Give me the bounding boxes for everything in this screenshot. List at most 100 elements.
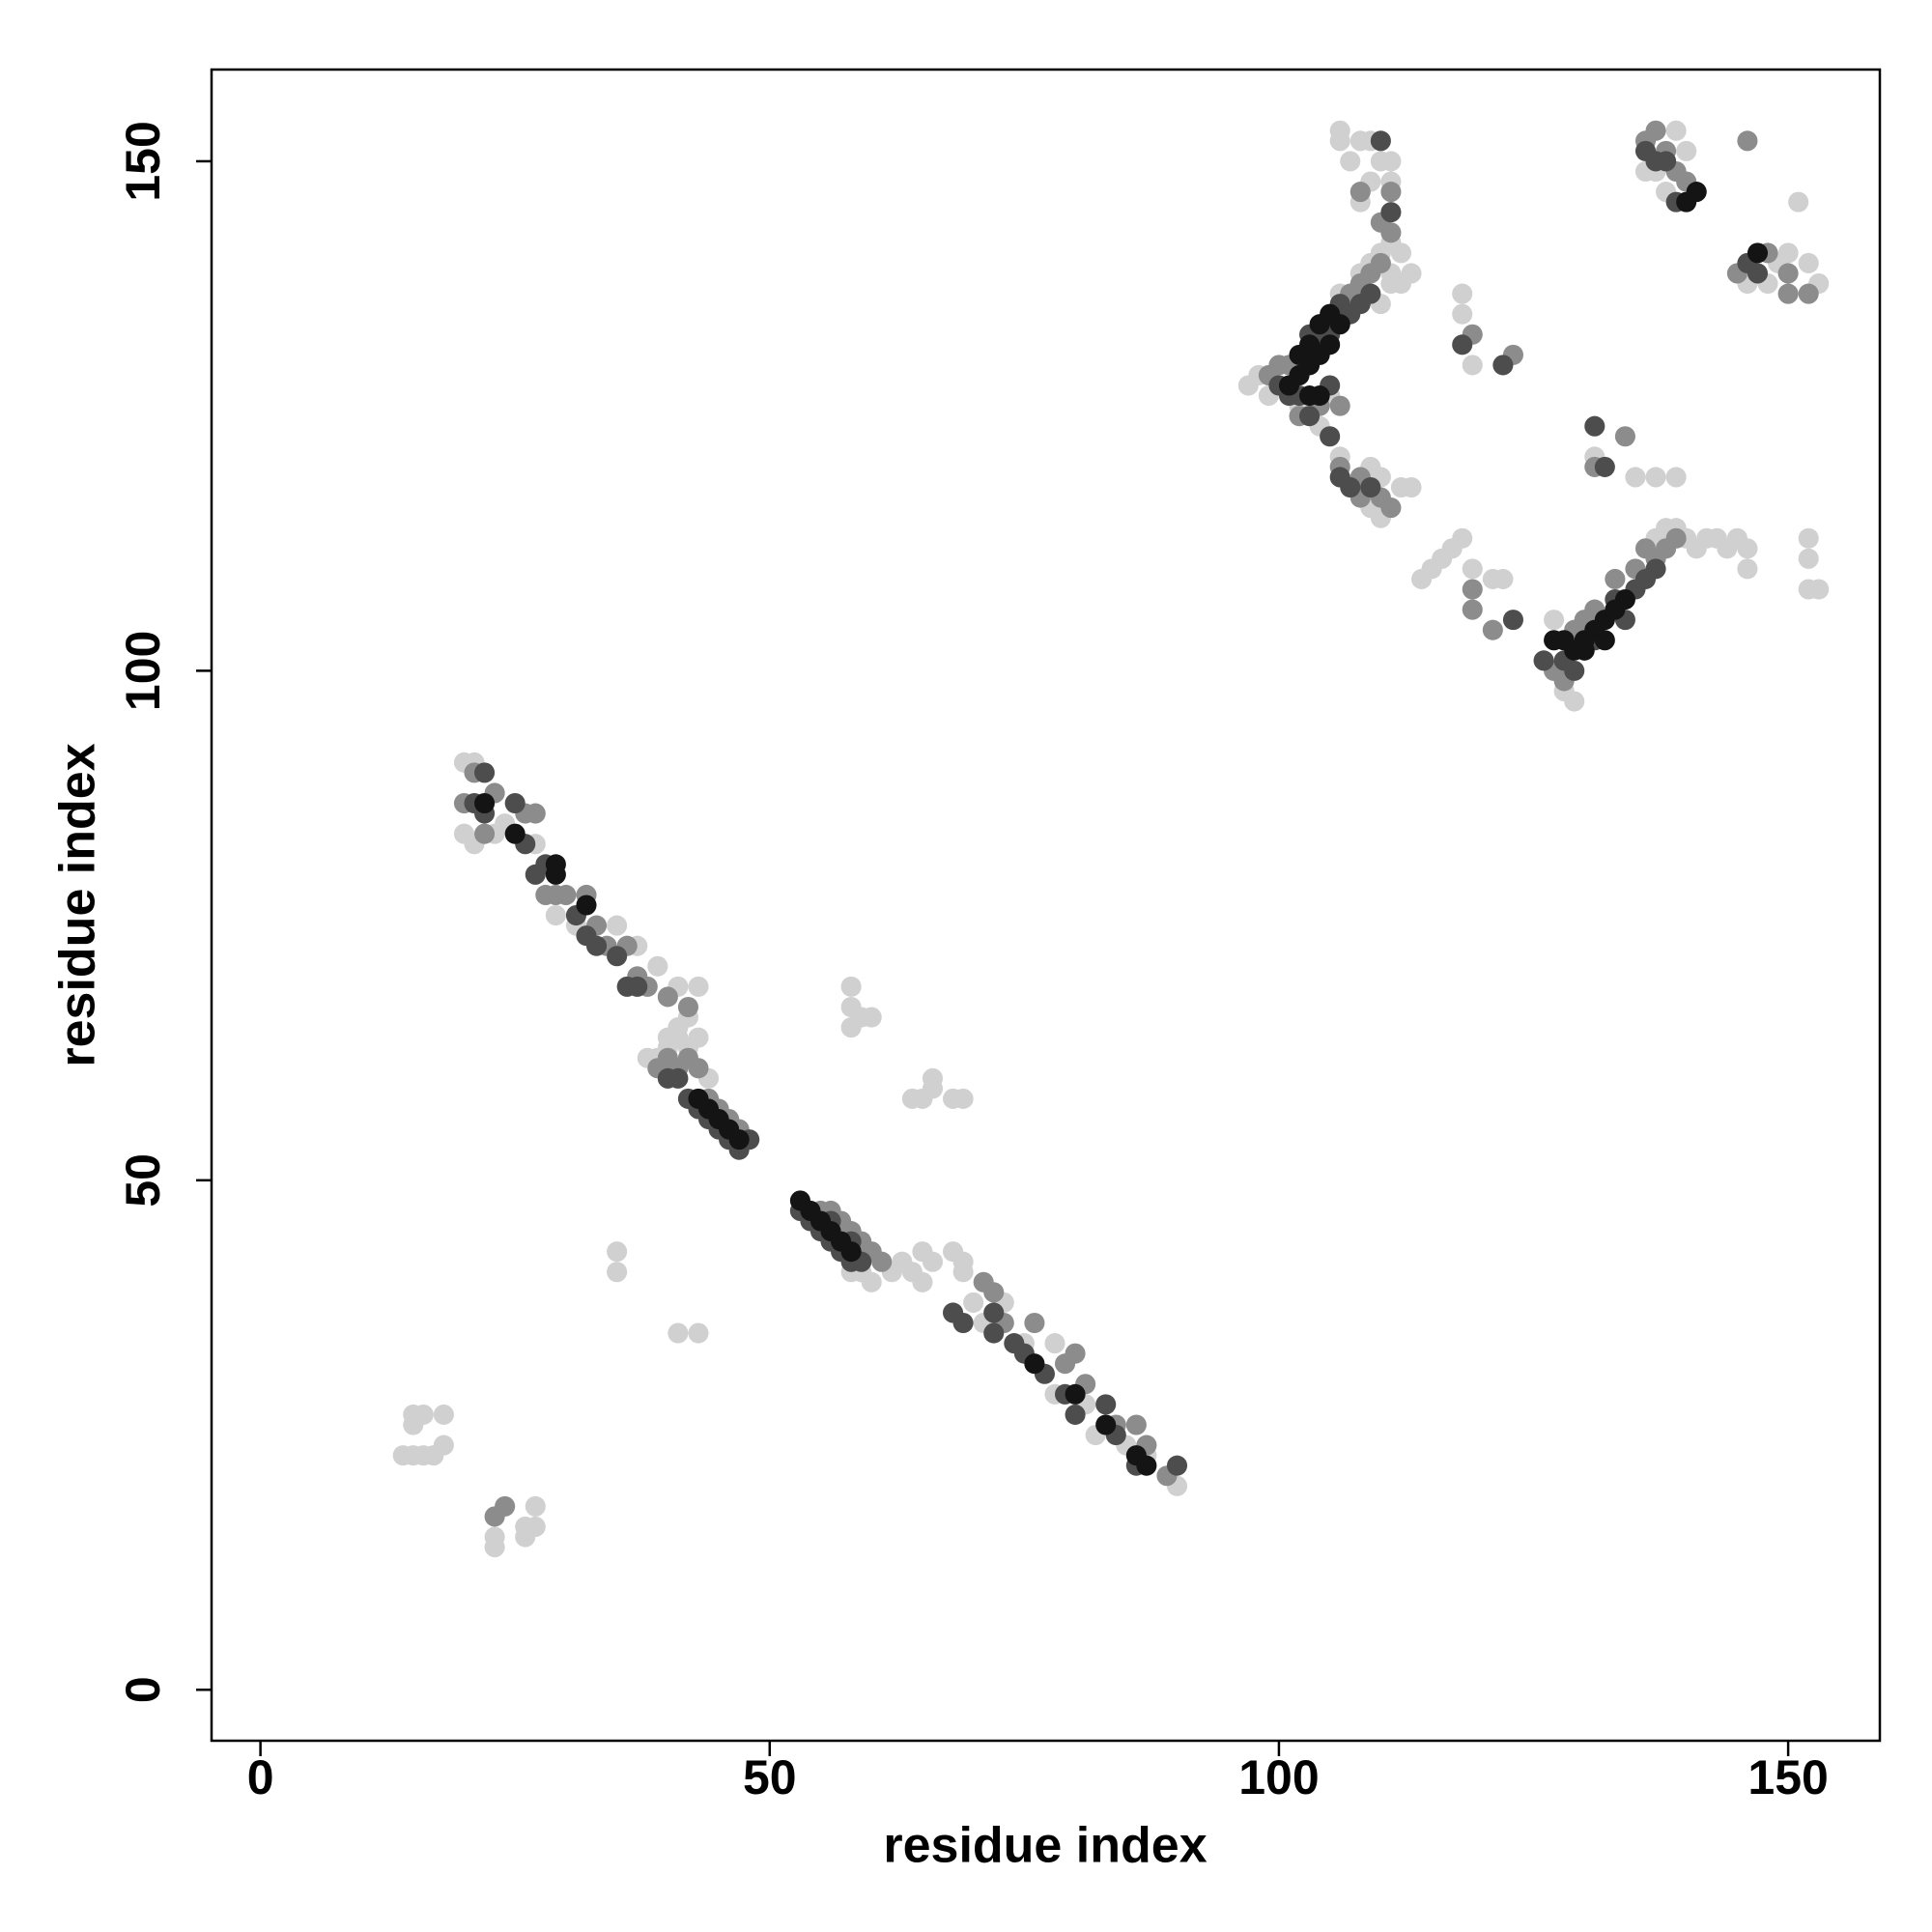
contact-point: [1360, 476, 1381, 498]
contact-point: [983, 1302, 1005, 1323]
contact-point: [1462, 558, 1483, 580]
plot-frame: [210, 68, 1882, 1743]
contact-point: [545, 905, 566, 926]
contact-point: [1492, 568, 1514, 589]
contact-point: [1656, 151, 1677, 172]
contact-point: [1350, 182, 1371, 203]
contact-point: [983, 1322, 1005, 1344]
contact-point: [607, 1241, 628, 1263]
contact-point: [1564, 691, 1585, 712]
y-tick-label: 100: [116, 631, 170, 711]
contact-point: [627, 976, 648, 997]
contact-point: [1411, 568, 1433, 589]
contact-point: [952, 1088, 974, 1109]
contact-point: [1777, 283, 1799, 304]
contact-point: [1095, 1414, 1117, 1435]
contact-point: [1798, 548, 1819, 569]
contact-point: [1278, 375, 1300, 396]
contact-point: [545, 864, 566, 885]
contact-point: [1380, 151, 1402, 172]
contact-point: [433, 1404, 454, 1425]
contact-point: [1340, 151, 1361, 172]
points-layer: [392, 120, 1830, 1558]
y-tick-label: 50: [116, 1153, 170, 1208]
contact-point: [1564, 660, 1585, 681]
contact-point: [576, 895, 597, 916]
contact-point: [1502, 610, 1523, 631]
contact-point: [1380, 182, 1402, 203]
contact-point: [474, 762, 496, 783]
contact-point: [1380, 497, 1402, 519]
y-tick-label: 0: [116, 1676, 170, 1703]
contact-point: [433, 1435, 454, 1456]
contact-point: [1676, 140, 1697, 161]
contact-point: [840, 976, 862, 997]
contact-point: [1390, 242, 1412, 264]
contact-point: [1665, 467, 1687, 488]
contact-point: [983, 1282, 1005, 1303]
contact-point: [1625, 467, 1646, 488]
y-tick-label: 150: [116, 121, 170, 201]
contact-point: [1605, 568, 1626, 589]
contact-point: [474, 823, 496, 844]
contact-point: [1299, 406, 1321, 427]
contact-point: [922, 1067, 944, 1089]
contact-point: [1798, 283, 1819, 304]
contact-point: [525, 1495, 546, 1517]
contact-point: [1574, 639, 1595, 661]
contact-point: [840, 1241, 862, 1263]
contact-point: [1737, 538, 1758, 559]
contact-point: [1065, 1343, 1086, 1364]
contact-point: [504, 823, 526, 844]
contact-point: [1320, 334, 1341, 355]
contact-point: [677, 996, 698, 1018]
contact-point: [1788, 191, 1809, 213]
contact-point: [1777, 263, 1799, 284]
contact-point: [1044, 1333, 1065, 1354]
contact-point: [1462, 579, 1483, 600]
contact-point: [1065, 1404, 1086, 1425]
contact-point: [1737, 558, 1758, 580]
contact-point: [525, 864, 546, 885]
contact-point: [1370, 252, 1391, 273]
contact-point: [1798, 252, 1819, 273]
contact-point: [952, 1262, 974, 1283]
contact-point: [1095, 1394, 1117, 1415]
contact-point: [607, 915, 628, 936]
contact-point: [1533, 650, 1554, 671]
contact-point: [1645, 558, 1666, 580]
x-tick-label: 150: [1747, 1750, 1828, 1804]
contact-point: [1645, 120, 1666, 141]
x-tick-label: 50: [743, 1750, 797, 1804]
contact-point: [871, 1251, 893, 1272]
contact-point: [1340, 476, 1361, 498]
contact-point: [657, 986, 678, 1008]
contact-point: [1665, 527, 1687, 549]
contact-point: [1798, 527, 1819, 549]
x-axis-title: residue index: [883, 1818, 1207, 1874]
contact-point: [1320, 303, 1341, 325]
contact-point: [403, 1414, 424, 1435]
contact-point: [1401, 263, 1422, 284]
contact-point: [1462, 355, 1483, 376]
contact-point: [1350, 130, 1371, 152]
contact-point: [1747, 242, 1769, 264]
contact-point: [688, 1322, 709, 1344]
contact-point: [688, 1058, 709, 1079]
contact-point: [1594, 456, 1615, 477]
contact-point: [840, 1017, 862, 1038]
contact-point: [1380, 202, 1402, 223]
contact-point: [484, 1537, 505, 1558]
contact-point: [1125, 1414, 1147, 1435]
contact-point: [1614, 426, 1635, 447]
contact-point: [688, 976, 709, 997]
contact-point: [1166, 1455, 1188, 1476]
contact-point: [1544, 610, 1565, 631]
contact-point: [1492, 355, 1514, 376]
contact-point: [545, 884, 566, 905]
x-tick-label: 0: [247, 1750, 274, 1804]
contact-point: [861, 1007, 882, 1028]
contact-point: [1614, 588, 1635, 611]
